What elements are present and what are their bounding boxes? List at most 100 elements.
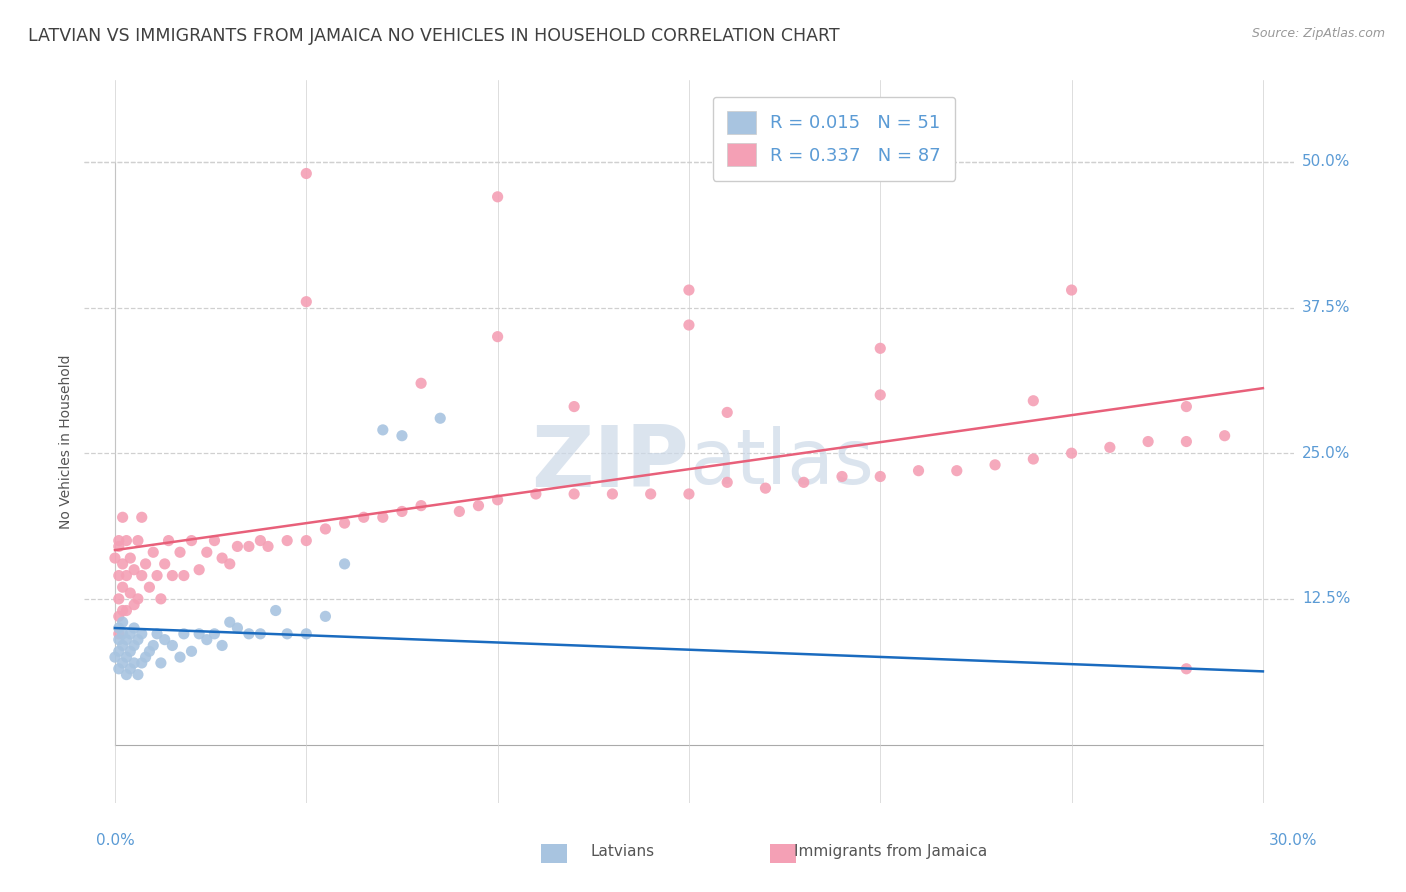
- Point: [111, 510, 134, 524]
- Point: [869, 469, 891, 483]
- Point: [640, 487, 662, 501]
- Legend: R = 0.015   N = 51, R = 0.337   N = 87: R = 0.015 N = 51, R = 0.337 N = 87: [713, 96, 956, 181]
- Point: [602, 487, 624, 501]
- Text: ZIP: ZIP: [531, 422, 689, 505]
- Text: 12.5%: 12.5%: [1302, 591, 1350, 607]
- Point: [115, 650, 138, 665]
- Point: [107, 533, 129, 548]
- Point: [946, 464, 969, 478]
- Point: [678, 487, 700, 501]
- Point: [276, 533, 298, 548]
- Point: [678, 283, 700, 297]
- Point: [486, 190, 509, 204]
- Point: [295, 627, 318, 641]
- Point: [111, 580, 134, 594]
- Point: [1175, 662, 1198, 676]
- Point: [486, 329, 509, 343]
- Point: [127, 591, 149, 606]
- Point: [391, 428, 413, 442]
- Point: [149, 656, 172, 670]
- Point: [169, 650, 191, 665]
- Point: [211, 639, 233, 653]
- Point: [111, 656, 134, 670]
- Point: [122, 563, 145, 577]
- Point: [391, 504, 413, 518]
- Point: [409, 499, 432, 513]
- Point: [257, 540, 280, 554]
- Point: [131, 656, 153, 670]
- Point: [524, 487, 547, 501]
- Point: [157, 533, 180, 548]
- Point: [1175, 434, 1198, 449]
- Text: Latvians: Latvians: [591, 845, 655, 859]
- Point: [120, 627, 142, 641]
- Point: [249, 627, 271, 641]
- Point: [295, 533, 318, 548]
- Point: [153, 632, 176, 647]
- Point: [264, 603, 287, 617]
- Point: [107, 540, 129, 554]
- Point: [111, 627, 134, 641]
- Point: [115, 667, 138, 681]
- Point: [1213, 428, 1236, 442]
- Point: [122, 598, 145, 612]
- Point: [249, 533, 271, 548]
- Point: [204, 533, 226, 548]
- Point: [180, 533, 202, 548]
- Point: [120, 662, 142, 676]
- Point: [869, 388, 891, 402]
- Point: [371, 423, 394, 437]
- Point: [218, 615, 240, 630]
- Point: [429, 411, 451, 425]
- Point: [107, 591, 129, 606]
- Point: [188, 563, 211, 577]
- Point: [107, 568, 129, 582]
- Point: [449, 504, 471, 518]
- Point: [122, 621, 145, 635]
- Point: [314, 522, 336, 536]
- Point: [131, 510, 153, 524]
- Point: [276, 627, 298, 641]
- Point: [162, 639, 184, 653]
- Point: [1175, 400, 1198, 414]
- Point: [226, 540, 249, 554]
- Point: [716, 475, 738, 490]
- Text: 0.0%: 0.0%: [96, 833, 135, 848]
- Point: [180, 644, 202, 658]
- Point: [173, 627, 195, 641]
- Text: Immigrants from Jamaica: Immigrants from Jamaica: [794, 845, 987, 859]
- Text: 37.5%: 37.5%: [1302, 300, 1350, 315]
- Point: [115, 632, 138, 647]
- Point: [115, 568, 138, 582]
- Point: [131, 568, 153, 582]
- Text: 25.0%: 25.0%: [1302, 446, 1350, 460]
- Point: [1060, 446, 1083, 460]
- Point: [127, 632, 149, 647]
- Point: [211, 551, 233, 566]
- Point: [562, 400, 585, 414]
- Text: LATVIAN VS IMMIGRANTS FROM JAMAICA NO VEHICLES IN HOUSEHOLD CORRELATION CHART: LATVIAN VS IMMIGRANTS FROM JAMAICA NO VE…: [28, 27, 839, 45]
- Point: [226, 621, 249, 635]
- Text: 30.0%: 30.0%: [1270, 833, 1317, 848]
- Text: 50.0%: 50.0%: [1302, 154, 1350, 169]
- Point: [195, 632, 218, 647]
- Point: [1137, 434, 1160, 449]
- Point: [135, 650, 157, 665]
- Point: [131, 627, 153, 641]
- Point: [138, 580, 160, 594]
- Point: [218, 557, 240, 571]
- Point: [153, 557, 176, 571]
- Point: [122, 656, 145, 670]
- Point: [984, 458, 1007, 472]
- Point: [1098, 441, 1121, 455]
- Point: [295, 167, 318, 181]
- Point: [333, 557, 356, 571]
- Point: [146, 568, 169, 582]
- Y-axis label: No Vehicles in Household: No Vehicles in Household: [59, 354, 73, 529]
- Point: [409, 376, 432, 391]
- Point: [353, 510, 375, 524]
- Point: [111, 557, 134, 571]
- Point: [333, 516, 356, 530]
- Point: [562, 487, 585, 501]
- Point: [115, 533, 138, 548]
